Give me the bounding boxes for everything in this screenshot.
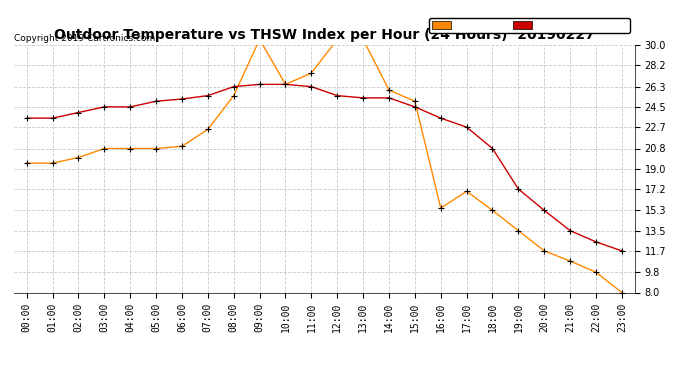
Title: Outdoor Temperature vs THSW Index per Hour (24 Hours)  20190227: Outdoor Temperature vs THSW Index per Ho… [54, 28, 595, 42]
Legend: THSW  (°F), Temperature  (°F): THSW (°F), Temperature (°F) [429, 18, 629, 33]
Text: Copyright 2019 Cartronics.com: Copyright 2019 Cartronics.com [14, 33, 155, 42]
